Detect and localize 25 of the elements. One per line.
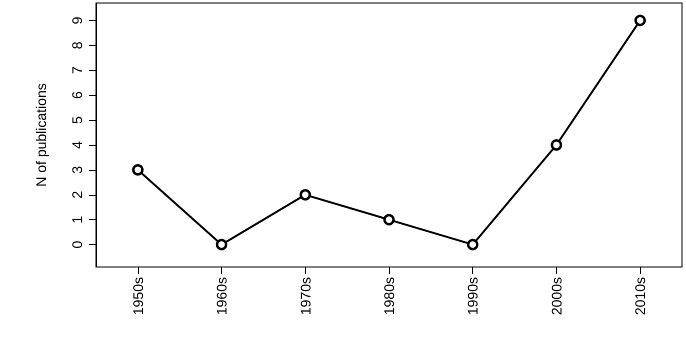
point [466,238,478,250]
x-tick-label: 1950s [130,277,146,316]
y-tick-label: 7 [69,66,85,74]
y-tick-label: 4 [69,140,85,149]
y-tick-label: 6 [69,91,85,100]
point [300,189,312,201]
y-axis-title: N of publications [33,83,49,187]
y-tick-label: 2 [69,190,85,199]
y-tick-label: 3 [69,166,85,174]
x-tick-label: 2000s [548,277,564,316]
y-tick-label: 8 [69,41,85,50]
point [550,139,562,151]
y-tick-label: 5 [69,116,85,124]
x-tick-label: 1970s [297,277,314,316]
point [634,14,646,26]
point [216,238,228,250]
x-tick-label: 2010s [632,277,648,316]
point [132,164,144,176]
point [383,214,395,226]
y-tick-label: 1 [69,216,85,224]
x-tick-label: 1990s [464,277,481,316]
x-tick-label: 1980s [381,277,397,316]
x-tick-label: 1960s [214,277,230,316]
y-tick-label: 0 [69,240,85,248]
y-tick-label: 9 [69,16,85,24]
